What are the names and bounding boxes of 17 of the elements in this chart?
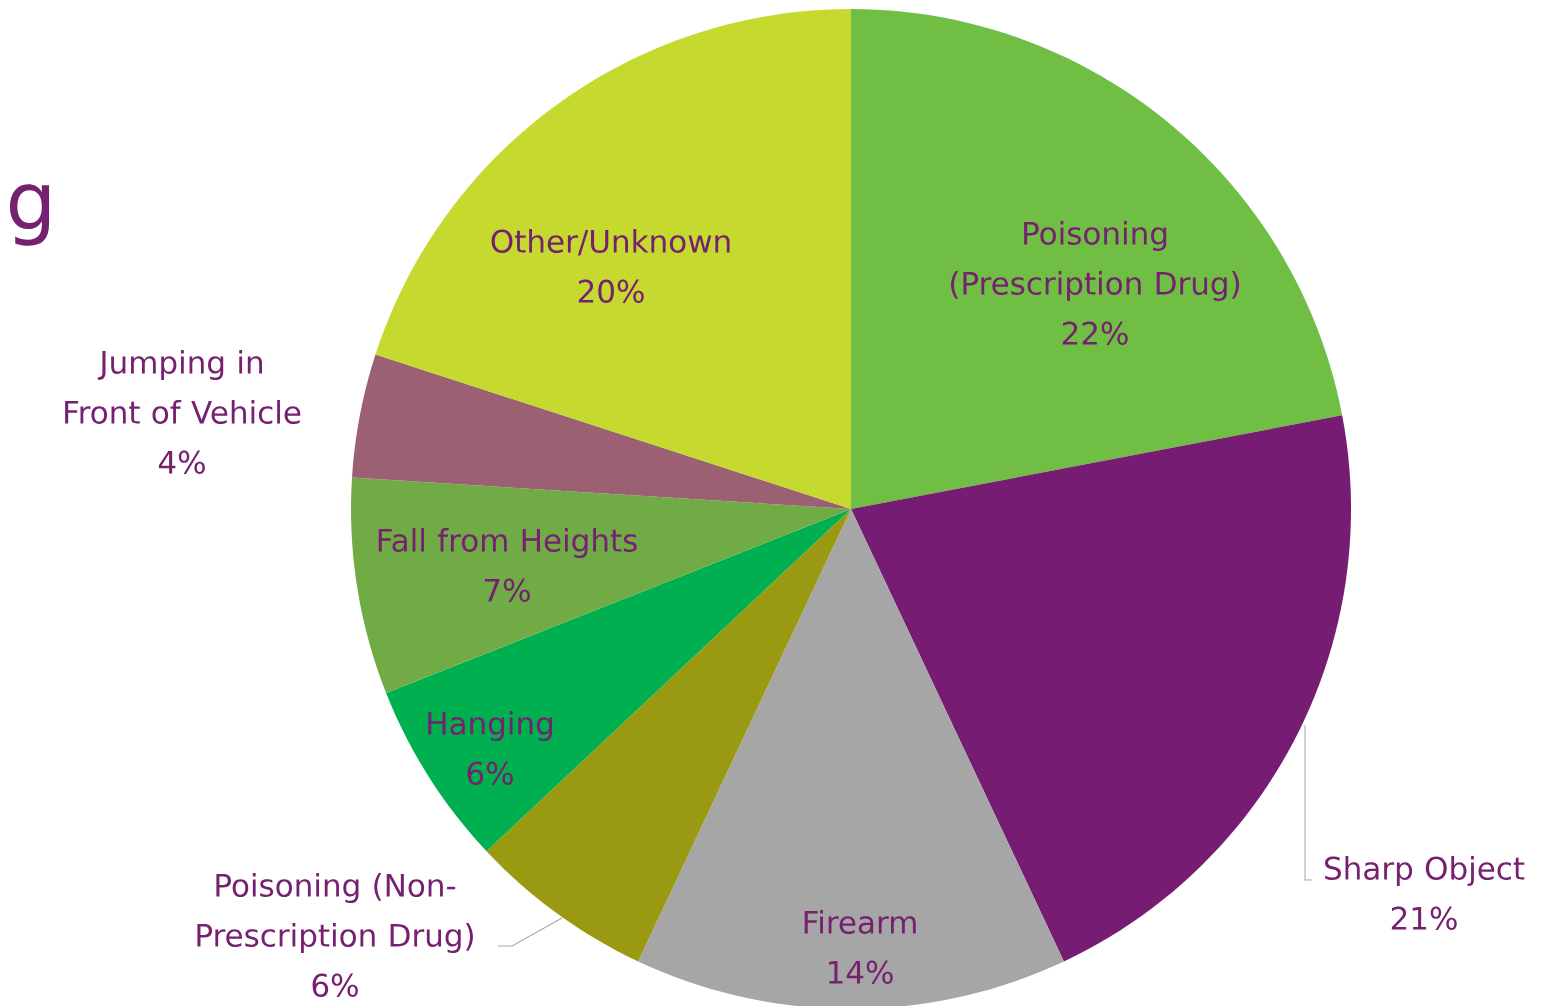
data-label: 6% xyxy=(467,761,513,785)
slice-label: Poisoning (Non-Prescription Drug) xyxy=(197,873,473,953)
slice-label: Poisoning (Prescription Drug) xyxy=(951,220,1240,301)
data-label: 14% xyxy=(828,960,893,984)
data-label: 22% xyxy=(1062,321,1128,345)
slice-label: Sharp Object xyxy=(1325,856,1525,886)
slice-label: Hanging xyxy=(428,711,553,741)
data-label: 4% xyxy=(158,450,205,474)
data-label: 20% xyxy=(578,279,644,303)
slice-label: Other/Unknown xyxy=(491,228,730,256)
data-label: 6% xyxy=(312,973,358,997)
slice-label: Jumping in Front of Vehicle xyxy=(65,349,301,424)
slice-label: Fall from Heights xyxy=(378,527,637,558)
data-label: 7% xyxy=(484,578,530,602)
data-label: 21% xyxy=(1391,906,1457,930)
slice-label: Firearm xyxy=(804,910,916,934)
text: g xyxy=(9,184,50,246)
